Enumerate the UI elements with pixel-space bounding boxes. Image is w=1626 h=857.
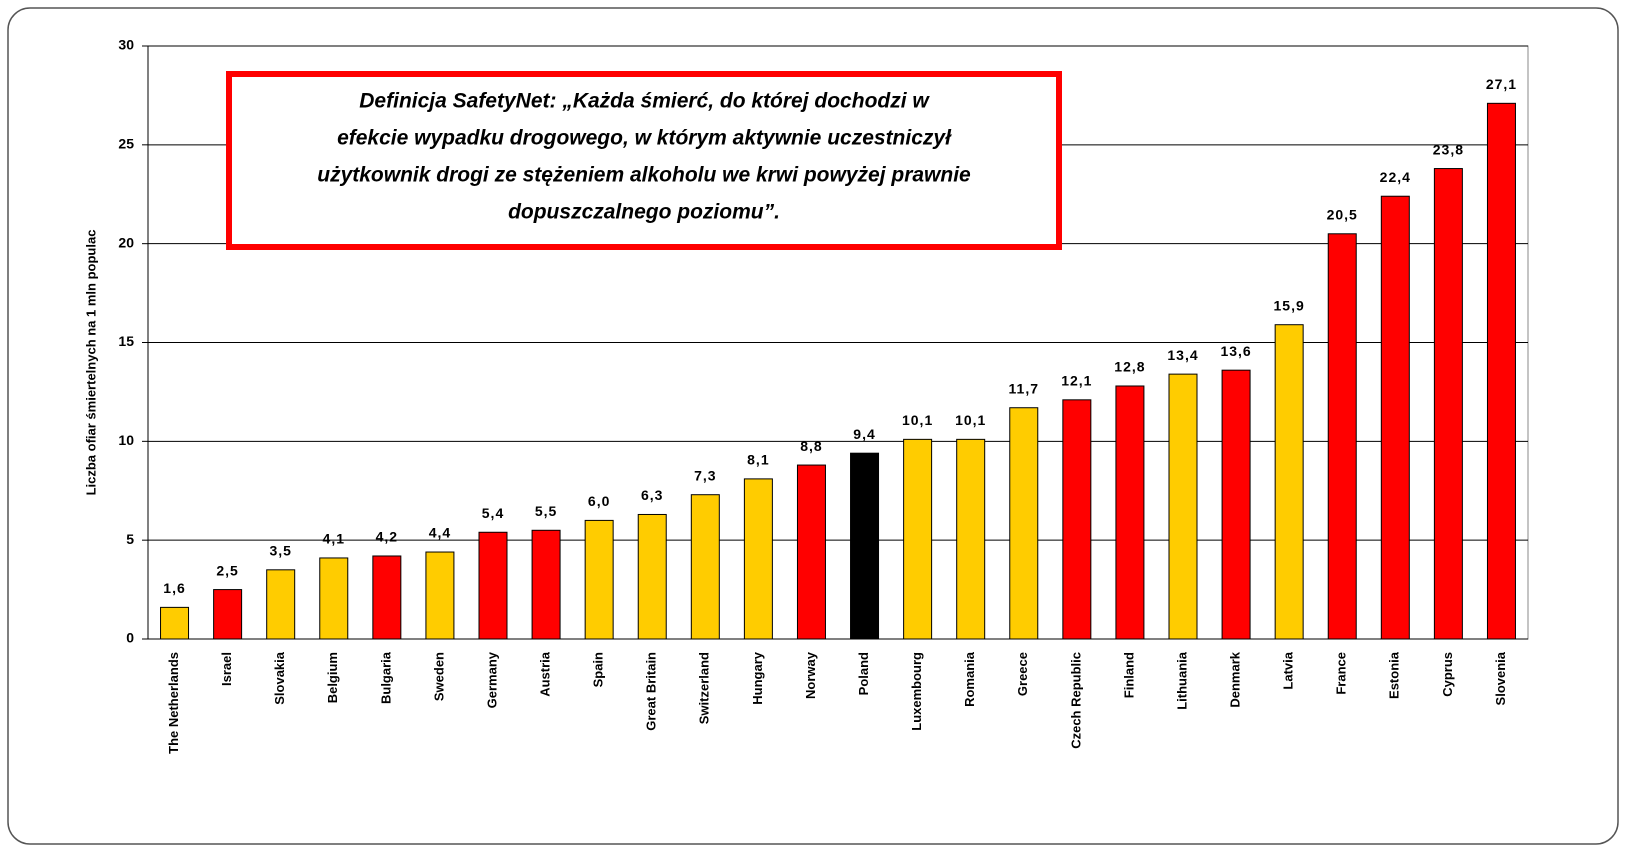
x-tick-label: Switzerland bbox=[697, 652, 712, 724]
bar bbox=[1380, 195, 1410, 640]
y-tick-label: 10 bbox=[118, 432, 134, 448]
x-tick-label: France bbox=[1334, 652, 1349, 695]
annotation-text: dopuszczalnego poziomu”. bbox=[508, 201, 780, 224]
bar bbox=[956, 438, 986, 640]
value-label: 23,8 bbox=[1433, 141, 1464, 157]
bar bbox=[1168, 373, 1198, 640]
x-tick-label: Slovakia bbox=[272, 651, 287, 705]
value-label: 13,6 bbox=[1220, 343, 1251, 359]
x-tick-label: Austria bbox=[538, 651, 553, 697]
value-label: 4,2 bbox=[376, 529, 398, 545]
value-label: 5,5 bbox=[535, 503, 557, 519]
x-tick-label: Latvia bbox=[1281, 651, 1296, 689]
bar bbox=[1062, 399, 1092, 640]
value-label: 8,8 bbox=[800, 438, 822, 454]
bar bbox=[1327, 233, 1357, 640]
x-tick-label: Estonia bbox=[1387, 651, 1402, 699]
bar bbox=[1115, 385, 1145, 640]
x-tick-label: The Netherlands bbox=[166, 652, 181, 754]
x-tick-label: Romania bbox=[962, 651, 977, 707]
bar bbox=[1486, 102, 1516, 640]
value-label: 6,3 bbox=[641, 487, 663, 503]
x-tick-label: Norway bbox=[803, 651, 818, 699]
x-tick-label: Lithuania bbox=[1174, 651, 1189, 710]
x-tick-label: Greece bbox=[1015, 652, 1030, 696]
x-tick-label: Germany bbox=[484, 651, 499, 708]
value-label: 7,3 bbox=[694, 467, 716, 483]
bar bbox=[1274, 324, 1304, 640]
value-label: 13,4 bbox=[1167, 347, 1198, 363]
value-label: 5,4 bbox=[482, 505, 504, 521]
x-tick-label: Spain bbox=[591, 652, 606, 687]
x-tick-label: Cyprus bbox=[1440, 652, 1455, 697]
bar bbox=[160, 606, 190, 640]
x-tick-label: Denmark bbox=[1228, 651, 1243, 707]
bar bbox=[425, 551, 455, 640]
x-tick-label: Luxembourg bbox=[909, 652, 924, 731]
value-label: 10,1 bbox=[955, 412, 986, 428]
bar bbox=[903, 438, 933, 640]
bar bbox=[1009, 407, 1039, 640]
y-axis-label: Liczba ofiar śmiertelnych na 1 mln popul… bbox=[83, 230, 98, 496]
value-label: 3,5 bbox=[269, 543, 291, 559]
x-tick-label: Bulgaria bbox=[378, 651, 393, 704]
x-tick-label: Belgium bbox=[325, 652, 340, 703]
y-tick-label: 30 bbox=[118, 37, 134, 53]
bar bbox=[531, 529, 561, 640]
bar bbox=[372, 555, 402, 640]
bar bbox=[743, 478, 773, 640]
y-tick-label: 0 bbox=[126, 630, 134, 646]
bar bbox=[584, 519, 614, 640]
bar bbox=[637, 513, 667, 640]
value-label: 10,1 bbox=[902, 412, 933, 428]
value-label: 27,1 bbox=[1486, 76, 1517, 92]
bar bbox=[796, 464, 826, 640]
bar bbox=[850, 452, 880, 640]
y-tick-label: 20 bbox=[118, 234, 134, 250]
value-label: 8,1 bbox=[747, 452, 769, 468]
x-tick-label: Sweden bbox=[431, 652, 446, 701]
x-tick-label: Poland bbox=[856, 652, 871, 695]
value-label: 6,0 bbox=[588, 493, 610, 509]
x-tick-label: Israel bbox=[219, 652, 234, 686]
x-tick-label: Czech Republic bbox=[1068, 652, 1083, 749]
y-tick-label: 25 bbox=[118, 136, 134, 152]
value-label: 4,1 bbox=[323, 531, 345, 547]
bar bbox=[266, 569, 296, 640]
annotation-text: Definicja SafetyNet: „Każda śmierć, do k… bbox=[359, 90, 930, 113]
bar bbox=[213, 589, 243, 640]
value-label: 20,5 bbox=[1327, 206, 1358, 222]
x-tick-label: Finland bbox=[1121, 652, 1136, 698]
bar bbox=[1433, 168, 1463, 640]
bar bbox=[1221, 369, 1251, 640]
bar bbox=[478, 531, 508, 640]
value-label: 4,4 bbox=[429, 525, 451, 541]
bar bbox=[690, 494, 720, 640]
annotation-text: efekcie wypadku drogowego, w którym akty… bbox=[337, 127, 952, 150]
y-tick-label: 15 bbox=[118, 333, 134, 349]
x-tick-label: Great Britain bbox=[644, 652, 659, 731]
x-tick-label: Hungary bbox=[750, 651, 765, 705]
value-label: 1,6 bbox=[163, 580, 185, 596]
bar bbox=[319, 557, 349, 640]
value-label: 11,7 bbox=[1009, 380, 1039, 396]
x-tick-label: Slovenia bbox=[1493, 651, 1508, 705]
value-label: 12,8 bbox=[1114, 359, 1145, 375]
value-label: 9,4 bbox=[853, 426, 875, 442]
value-label: 15,9 bbox=[1274, 297, 1305, 313]
value-label: 12,1 bbox=[1061, 373, 1092, 389]
annotation-box bbox=[226, 71, 1062, 250]
value-label: 22,4 bbox=[1380, 169, 1411, 185]
y-tick-label: 5 bbox=[126, 531, 134, 547]
annotation-text: użytkownik drogi ze stężeniem alkoholu w… bbox=[317, 164, 971, 187]
value-label: 2,5 bbox=[216, 562, 238, 578]
